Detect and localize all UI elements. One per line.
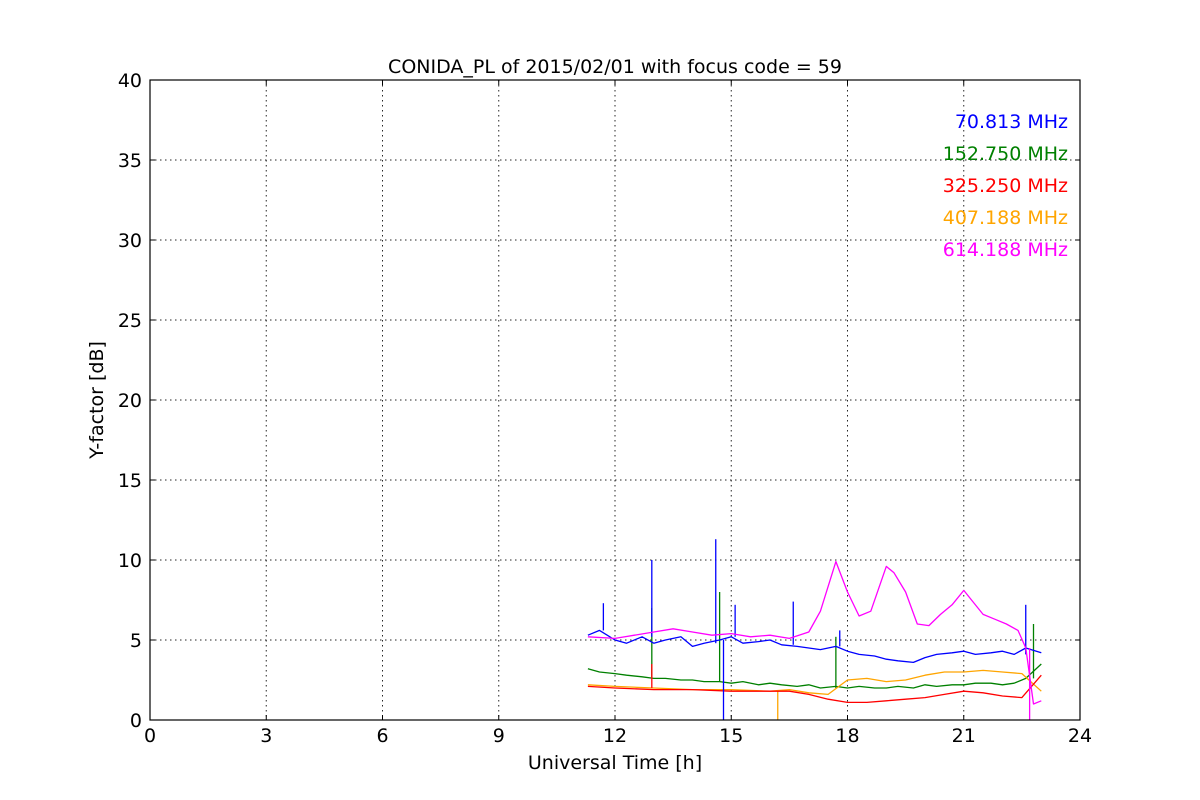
legend-entry-2: 325.250 MHz — [943, 175, 1068, 197]
series-line-0 — [587, 629, 1042, 664]
series-line-4 — [587, 560, 1042, 705]
y-axis-label: Y-factor [dB] — [86, 341, 108, 460]
chart-title: CONIDA_PL of 2015/02/01 with focus code … — [388, 56, 842, 78]
y-tick-label: 5 — [130, 630, 142, 652]
y-tick-label: 10 — [118, 550, 142, 572]
legend: 70.813 MHz 152.750 MHz 325.250 MHz 407.188 … — [943, 111, 1068, 261]
x-tick-label: 24 — [1068, 725, 1092, 747]
x-tick-label: 6 — [376, 725, 388, 747]
x-tick-label: 15 — [719, 725, 743, 747]
legend-entry-1: 152.750 MHz — [943, 143, 1068, 165]
legend-entry-4: 614.188 MHz — [943, 239, 1068, 261]
x-tick-label: 0 — [144, 725, 156, 747]
series-line-2 — [587, 674, 1042, 704]
legend-entry-0: 70.813 MHz — [955, 111, 1068, 133]
plot-area — [587, 539, 1042, 720]
x-tick-label: 3 — [260, 725, 272, 747]
axis-ticks: 0 3 6 9 12 15 18 21 24 0 5 10 15 20 25 30 35 40 — [118, 70, 1092, 747]
x-axis-label: Universal Time [h] — [528, 752, 702, 774]
x-tick-label: 18 — [835, 725, 859, 747]
y-tick-label: 15 — [118, 470, 142, 492]
y-tick-label: 35 — [118, 150, 142, 172]
series-line-3 — [587, 669, 1042, 696]
x-tick-label: 21 — [952, 725, 976, 747]
y-tick-label: 0 — [130, 710, 142, 732]
y-tick-label: 20 — [118, 390, 142, 412]
series-line-1 — [587, 663, 1042, 689]
x-tick-label: 12 — [603, 725, 627, 747]
legend-entry-3: 407.188 MHz — [943, 207, 1068, 229]
x-tick-label: 9 — [493, 725, 505, 747]
y-tick-label: 30 — [118, 230, 142, 252]
y-tick-label: 40 — [118, 70, 142, 92]
grid — [150, 80, 1080, 720]
y-tick-label: 25 — [118, 310, 142, 332]
